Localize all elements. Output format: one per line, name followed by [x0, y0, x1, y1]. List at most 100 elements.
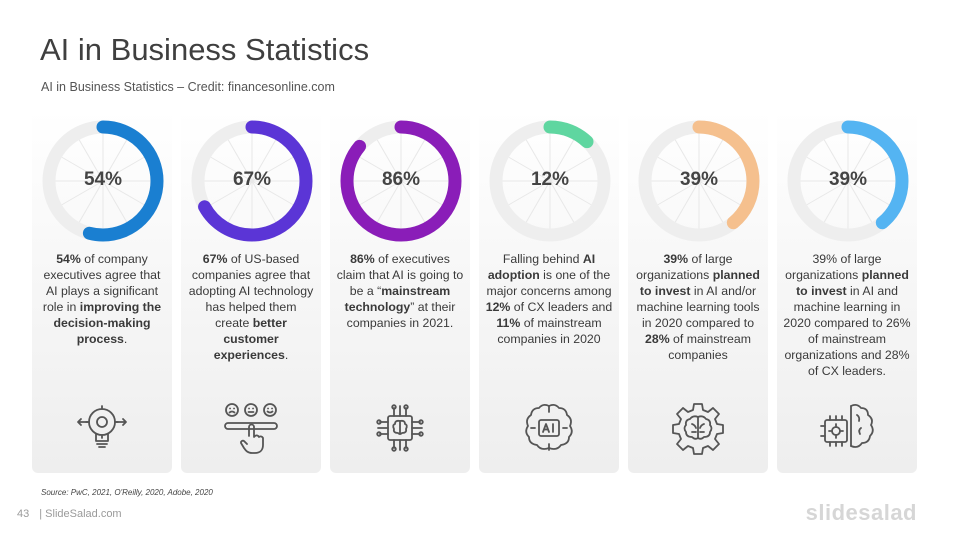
- ring-spoke: [102, 180, 128, 223]
- desc-segment: improving the decision-making process: [53, 300, 162, 346]
- stat-card: 54% 54% of company executives agree that…: [32, 110, 172, 473]
- desc-segment: planned to invest: [639, 268, 760, 298]
- ring-spoke: [400, 139, 426, 182]
- ring-spoke: [698, 180, 724, 223]
- desc-segment: of executives claim that AI is going to …: [336, 252, 464, 298]
- ai-brain-icon: [519, 398, 579, 458]
- desc-segment: 54%: [56, 252, 81, 266]
- desc-segment: 39%: [663, 252, 689, 266]
- footer-site: | SlideSalad.com: [39, 508, 122, 520]
- stat-description: 54% of company executives agree that AI …: [38, 251, 166, 347]
- percent-label: 86%: [381, 169, 421, 190]
- ring-spoke: [61, 156, 104, 182]
- desc-segment: Falling behind: [502, 252, 583, 266]
- desc-segment: of mainstream companies in 2020: [497, 316, 602, 346]
- ring-spoke: [400, 180, 443, 206]
- stat-description: 86% of executives claim that AI is going…: [336, 251, 464, 331]
- percent-ring-graphic: [638, 120, 760, 242]
- ring-spoke: [210, 156, 253, 182]
- percent-ring-graphic: [340, 120, 462, 242]
- stat-description: 39% of large organizations planned to in…: [783, 251, 911, 379]
- percent-ring-graphic: [191, 120, 313, 242]
- ring-spoke: [376, 180, 402, 223]
- customer-feedback-icon: [221, 398, 281, 458]
- stat-cards: 54% 54% of company executives agree that…: [32, 110, 918, 473]
- ring-spoke: [549, 156, 592, 182]
- desc-segment: 11%: [496, 316, 521, 330]
- ring-spoke: [102, 156, 145, 182]
- ring-progress-arc: [191, 120, 313, 242]
- ring-spoke: [251, 180, 294, 206]
- stat-card: 67% 67% of US-based companies agree that…: [181, 110, 321, 473]
- stat-card: 39% 39% of large organizations planned t…: [777, 110, 917, 473]
- ring-spoke: [359, 156, 402, 182]
- ring-spoke: [210, 180, 253, 206]
- ring-spoke: [674, 180, 700, 223]
- percent-label: 39%: [679, 169, 719, 190]
- percent-ring: [40, 118, 166, 244]
- ring-spoke: [698, 139, 724, 182]
- brain-circuit-icon: [817, 398, 877, 458]
- ring-spoke: [806, 180, 849, 206]
- ring-spoke: [508, 156, 551, 182]
- ring-spoke: [227, 180, 253, 223]
- percent-ring-graphic: [787, 120, 909, 242]
- ring-spoke: [251, 180, 277, 223]
- ring-spoke: [847, 156, 890, 182]
- desc-segment: 39% of large organizations: [785, 252, 882, 282]
- ring-spoke: [549, 180, 575, 223]
- stat-card: 12% Falling behind AI adoption is one of…: [479, 110, 619, 473]
- ring-spoke: [657, 156, 700, 182]
- desc-segment: mainstream technology: [344, 284, 451, 314]
- slide-number: 43: [17, 508, 30, 520]
- page-subtitle: AI in Business Statistics – Credit: fina…: [41, 80, 335, 94]
- ring-spoke: [359, 180, 402, 206]
- slide-footer: 43 | SlideSalad.com: [17, 508, 122, 520]
- desc-segment: is one of the major concerns among: [486, 268, 612, 298]
- stat-card: 86% 86% of executives claim that AI is g…: [330, 110, 470, 473]
- page-title: AI in Business Statistics: [40, 32, 370, 67]
- source-note: Source: PwC, 2021, O'Reilly, 2020, Adobe…: [41, 488, 213, 497]
- desc-segment: ” at their companies in 2021.: [346, 300, 456, 330]
- ring-spoke: [525, 180, 551, 223]
- percent-ring: [189, 118, 315, 244]
- ring-spoke: [102, 139, 128, 182]
- desc-segment: of company executives agree that AI play…: [42, 252, 161, 314]
- stat-card: 39% 39% of large organizations planned t…: [628, 110, 768, 473]
- desc-segment: AI adoption: [487, 252, 596, 282]
- ring-spoke: [78, 139, 104, 182]
- ring-spoke: [251, 156, 294, 182]
- ring-spoke: [823, 180, 849, 223]
- ring-spoke: [400, 180, 426, 223]
- ring-spoke: [78, 180, 104, 223]
- ring-progress-arc: [489, 120, 611, 242]
- desc-segment: .: [284, 348, 289, 362]
- ring-spoke: [549, 180, 592, 206]
- ring-spoke: [674, 139, 700, 182]
- percent-label: 54%: [83, 169, 123, 190]
- ring-spoke: [549, 139, 575, 182]
- ring-spoke: [847, 180, 890, 206]
- ring-progress-arc: [340, 120, 462, 242]
- desc-segment: of large organizations: [636, 252, 733, 282]
- desc-segment: of US-based companies agree that adoptin…: [188, 252, 314, 330]
- percent-ring: [785, 118, 911, 244]
- desc-segment: 86%: [350, 252, 375, 266]
- ring-spoke: [400, 156, 443, 182]
- stat-description: 67% of US-based companies agree that ado…: [187, 251, 315, 363]
- desc-segment: 28%: [645, 332, 670, 346]
- percent-ring-graphic: [42, 120, 164, 242]
- stat-description: Falling behind AI adoption is one of the…: [485, 251, 613, 347]
- desc-segment: in AI and machine learning in 2020 compa…: [783, 284, 911, 378]
- desc-segment: of mainstream companies: [668, 332, 751, 362]
- percent-ring: [338, 118, 464, 244]
- percent-ring: [636, 118, 762, 244]
- ring-spoke: [251, 139, 277, 182]
- desc-segment: of CX leaders and: [510, 300, 613, 314]
- ring-spoke: [508, 180, 551, 206]
- lightbulb-gear-icon: [72, 398, 132, 458]
- ring-spoke: [525, 139, 551, 182]
- brain-chip-icon: [370, 398, 430, 458]
- percent-ring: [487, 118, 613, 244]
- ring-spoke: [102, 180, 145, 206]
